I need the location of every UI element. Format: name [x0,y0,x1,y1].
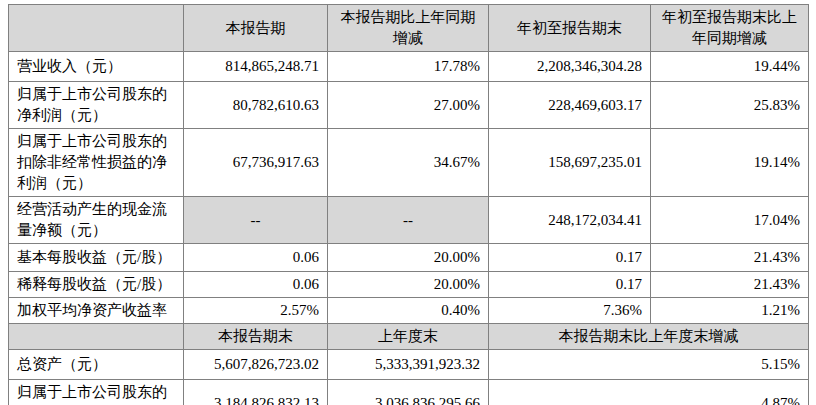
metric-label: 加权平均净资产收益率 [9,298,184,324]
row-operating-cash-flow: 经营活动产生的现金流量净额（元） -- -- 248,172,034.41 17… [9,197,809,244]
value-yoy-change-na: -- [328,197,489,244]
header-prior-year-end: 上年度末 [328,324,489,350]
value-current: 0.06 [184,244,328,272]
header-row-top: 本报告期 本报告期比上年同期增减 年初至报告期末 年初至报告期末比上年同期增减 [9,5,809,52]
metric-label: 归属于上市公司股东的扣除非经常性损益的净利润（元） [9,129,184,197]
value-ytd: 228,469,603.17 [489,82,651,129]
value-current-na: -- [184,197,328,244]
value-yoy-change: 27.00% [328,82,489,129]
header-ytd-yoy: 年初至报告期末比上年同期增减 [651,5,809,52]
value-ytd: 2,208,346,304.28 [489,52,651,82]
value-current: 80,782,610.63 [184,82,328,129]
value-yoy-change: 17.78% [328,52,489,82]
row-net-profit-excl-nonrecurring: 归属于上市公司股东的扣除非经常性损益的净利润（元） 67,736,917.63 … [9,129,809,197]
metric-label: 总资产（元） [9,350,184,380]
metric-label: 基本每股收益（元/股） [9,244,184,272]
value-ytd: 158,697,235.01 [489,129,651,197]
header-period-end: 本报告期末 [184,324,328,350]
value-prior-year-end: 5,333,391,923.32 [328,350,489,380]
row-basic-eps: 基本每股收益（元/股） 0.06 20.00% 0.17 21.43% [9,244,809,272]
value-current: 2.57% [184,298,328,324]
header-corner-cell-bottom [9,324,184,350]
value-ytd-change: 1.21% [651,298,809,324]
header-corner-cell [9,5,184,52]
value-ytd: 7.36% [489,298,651,324]
value-current: 0.06 [184,272,328,298]
financial-summary-table: 本报告期 本报告期比上年同期增减 年初至报告期末 年初至报告期末比上年同期增减 … [8,4,809,405]
header-current-period: 本报告期 [184,5,328,52]
value-yoy-change: 34.67% [328,129,489,197]
value-ytd-change: 25.83% [651,82,809,129]
value-ytd: 0.17 [489,244,651,272]
value-ytd-change: 19.44% [651,52,809,82]
value-period-end: 3,184,826,832.13 [184,380,328,405]
row-operating-revenue: 营业收入（元） 814,865,248.71 17.78% 2,208,346,… [9,52,809,82]
value-current: 814,865,248.71 [184,52,328,82]
value-yoy-change: 20.00% [328,272,489,298]
header-row-bottom: 本报告期末 上年度末 本报告期末比上年度末增减 [9,324,809,350]
row-owners-equity: 归属于上市公司股东的所有者权益（元） 3,184,826,832.13 3,03… [9,380,809,405]
value-change: 4.87% [489,380,809,405]
value-ytd-change: 21.43% [651,244,809,272]
metric-label: 营业收入（元） [9,52,184,82]
value-ytd: 248,172,034.41 [489,197,651,244]
row-total-assets: 总资产（元） 5,607,826,723.02 5,333,391,923.32… [9,350,809,380]
row-net-profit: 归属于上市公司股东的净利润（元） 80,782,610.63 27.00% 22… [9,82,809,129]
header-period-end-change: 本报告期末比上年度末增减 [489,324,809,350]
value-prior-year-end: 3,036,836,295.66 [328,380,489,405]
value-ytd-change: 19.14% [651,129,809,197]
value-change: 5.15% [489,350,809,380]
value-ytd-change: 17.04% [651,197,809,244]
value-yoy-change: 0.40% [328,298,489,324]
value-ytd-change: 21.43% [651,272,809,298]
value-ytd: 0.17 [489,272,651,298]
report-page: 本报告期 本报告期比上年同期增减 年初至报告期末 年初至报告期末比上年同期增减 … [0,0,816,405]
row-diluted-eps: 稀释每股收益（元/股） 0.06 20.00% 0.17 21.43% [9,272,809,298]
value-period-end: 5,607,826,723.02 [184,350,328,380]
metric-label: 经营活动产生的现金流量净额（元） [9,197,184,244]
value-yoy-change: 20.00% [328,244,489,272]
metric-label: 归属于上市公司股东的净利润（元） [9,82,184,129]
metric-label: 稀释每股收益（元/股） [9,272,184,298]
metric-label: 归属于上市公司股东的所有者权益（元） [9,380,184,405]
header-current-period-yoy: 本报告期比上年同期增减 [328,5,489,52]
row-weighted-avg-roe: 加权平均净资产收益率 2.57% 0.40% 7.36% 1.21% [9,298,809,324]
header-ytd: 年初至报告期末 [489,5,651,52]
value-current: 67,736,917.63 [184,129,328,197]
